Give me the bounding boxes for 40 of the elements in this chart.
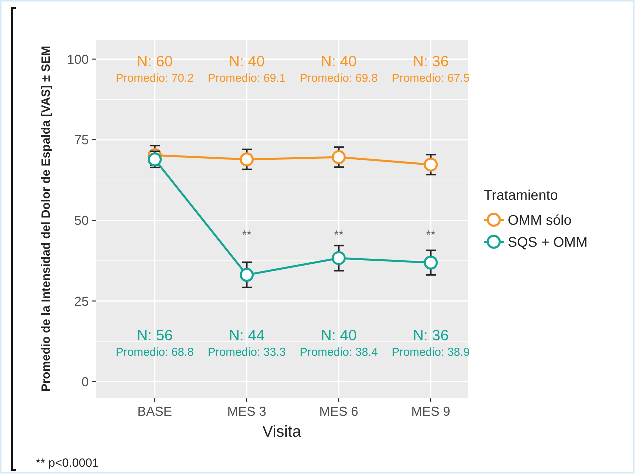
annotation: N: 44 [229, 327, 265, 344]
x-axis-title: Visita [262, 424, 302, 441]
annotation: N: 36 [413, 53, 449, 70]
annotation: N: 40 [321, 53, 357, 70]
y-tick-label: 100 [67, 52, 89, 67]
point [240, 152, 254, 167]
annotation: ** [426, 228, 436, 242]
annotation: Promedio: 38.9 [392, 347, 470, 360]
y-tick-label: 75 [74, 132, 89, 148]
annotation: Promedio: 70.2 [116, 73, 194, 86]
annotation: Promedio: 33.3 [208, 347, 286, 360]
legend-label: SQS + OMM [508, 234, 588, 250]
y-axis-title: Promedio de la Intensidad del Dolor de Espalda [VAS] ± SEM [39, 46, 53, 392]
annotation: Promedio: 67.5 [392, 73, 470, 86]
annotation: N: 60 [137, 53, 173, 70]
point [332, 251, 346, 266]
annotation: ** [334, 228, 344, 242]
x-tick-label: BASE [138, 404, 173, 419]
annotation: N: 56 [137, 327, 173, 344]
x-tick-label: MES 9 [411, 404, 451, 419]
point [240, 268, 254, 282]
annotation: Promedio: 68.8 [116, 347, 194, 360]
x-tick-label: MES 6 [319, 404, 359, 419]
y-tick-label: 0 [82, 374, 89, 390]
point [424, 158, 438, 172]
x-tick-label: MES 3 [227, 404, 267, 419]
annotation: N: 40 [229, 53, 265, 70]
y-tick-label: 50 [74, 213, 89, 228]
annotation: Promedio: 38.4 [300, 347, 379, 360]
text: ** p<0.0001 [36, 456, 100, 470]
annotation: Promedio: 69.1 [208, 73, 286, 86]
point [332, 150, 346, 164]
y-tick-label: 25 [74, 294, 89, 309]
legend-title: Tratamiento [484, 187, 558, 203]
annotation: N: 40 [321, 327, 357, 344]
legend-label: OMM sólo [508, 212, 572, 228]
annotation: N: 36 [413, 327, 449, 344]
point [424, 256, 438, 270]
annotation: ** [242, 228, 252, 242]
annotation: Promedio: 69.8 [300, 73, 378, 86]
